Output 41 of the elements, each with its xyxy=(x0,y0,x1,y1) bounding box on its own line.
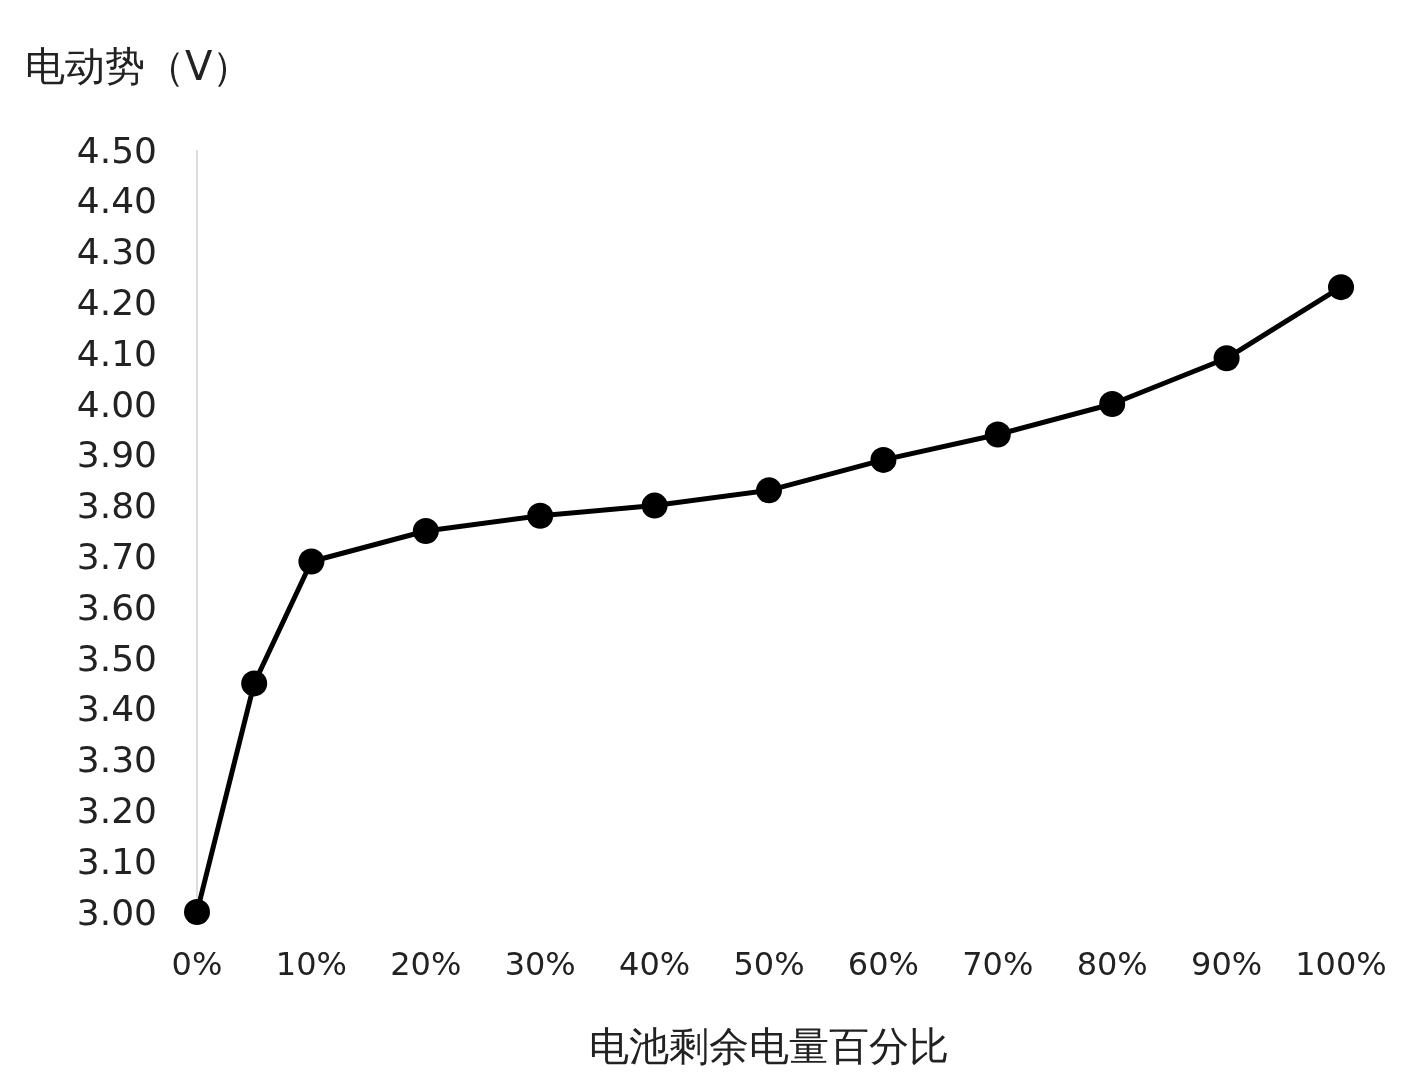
x-tick-label: 70% xyxy=(962,945,1034,983)
y-tick-label: 3.80 xyxy=(76,485,157,527)
y-tick-label: 3.70 xyxy=(76,535,157,577)
x-tick-label: 40% xyxy=(619,945,691,983)
point xyxy=(184,899,210,925)
x-tick-label: 100% xyxy=(1295,945,1387,983)
y-tick-label: 3.40 xyxy=(76,688,157,730)
y-tick-label: 4.30 xyxy=(76,231,157,273)
y-tick-label: 3.20 xyxy=(76,789,157,831)
y-tick-label: 3.00 xyxy=(76,891,157,933)
x-tick-label: 10% xyxy=(275,945,347,983)
y-tick-label: 3.50 xyxy=(76,637,157,679)
y-tick-label: 3.90 xyxy=(76,434,157,476)
x-tick-label: 90% xyxy=(1191,945,1263,983)
y-tick-label: 3.10 xyxy=(76,840,157,882)
y-tick-label: 4.10 xyxy=(76,332,157,374)
point xyxy=(412,518,439,544)
point xyxy=(1099,391,1126,417)
point xyxy=(756,477,782,504)
point xyxy=(298,548,325,575)
x-tick-label: 80% xyxy=(1076,945,1148,983)
y-axis-title: 电动势（V） xyxy=(25,43,253,89)
y-tick-label: 4.50 xyxy=(76,129,157,171)
point xyxy=(641,492,668,519)
point xyxy=(1328,274,1354,301)
x-tick-label: 30% xyxy=(504,945,576,983)
x-tick-label: 0% xyxy=(171,945,223,983)
x-tick-label: 20% xyxy=(390,945,462,983)
y-tick-label: 3.60 xyxy=(76,586,157,628)
y-tick-label: 3.30 xyxy=(76,739,157,781)
x-tick-label: 50% xyxy=(733,945,805,983)
point xyxy=(527,502,554,529)
x-tick-label: 60% xyxy=(847,945,919,983)
point xyxy=(1213,345,1240,372)
y-tick-label: 4.40 xyxy=(76,180,157,222)
y-tick-label: 4.00 xyxy=(76,383,157,425)
point xyxy=(984,421,1011,448)
y-tick-label: 4.20 xyxy=(76,281,157,323)
point xyxy=(241,670,268,697)
point xyxy=(870,446,897,473)
x-axis-title: 电池剩余电量百分比 xyxy=(589,1023,949,1069)
